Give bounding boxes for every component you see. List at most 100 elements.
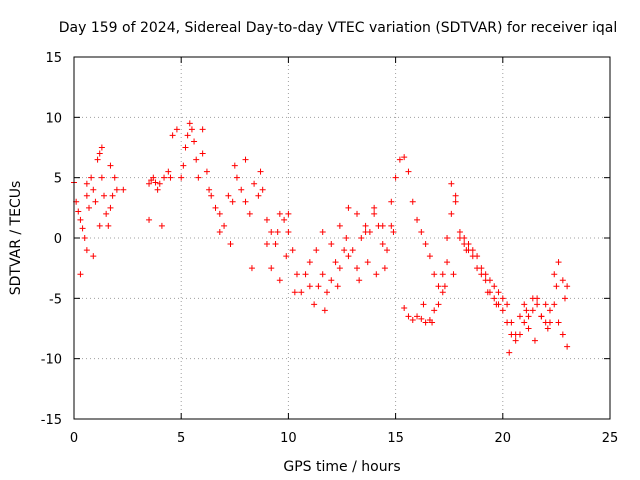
data-point xyxy=(146,216,153,223)
data-point xyxy=(384,247,391,254)
data-point xyxy=(435,301,442,308)
data-point xyxy=(334,283,341,290)
data-point xyxy=(559,277,566,284)
data-point xyxy=(283,253,290,260)
data-point xyxy=(452,192,459,199)
data-point xyxy=(199,126,206,133)
data-point xyxy=(495,289,502,296)
data-point xyxy=(150,174,157,181)
data-point xyxy=(238,186,245,193)
x-axis-label: GPS time / hours xyxy=(283,459,400,475)
data-point xyxy=(463,247,470,254)
data-point xyxy=(341,247,348,254)
x-tick-label: 0 xyxy=(70,431,78,446)
data-point xyxy=(182,144,189,151)
data-point xyxy=(516,331,523,338)
data-point xyxy=(306,283,313,290)
data-point xyxy=(152,179,159,186)
data-point xyxy=(289,247,296,254)
data-point xyxy=(381,265,388,272)
data-point xyxy=(88,174,95,181)
data-point xyxy=(255,192,262,199)
data-point xyxy=(86,204,93,211)
data-point xyxy=(555,259,562,266)
data-point xyxy=(221,222,228,229)
data-point xyxy=(499,295,506,302)
data-point xyxy=(388,222,395,229)
data-point xyxy=(354,265,361,272)
data-point xyxy=(499,307,506,314)
data-point xyxy=(439,271,446,278)
data-point xyxy=(178,174,185,181)
data-point xyxy=(229,198,236,205)
data-point xyxy=(302,271,309,278)
data-point xyxy=(392,174,399,181)
data-point xyxy=(521,319,528,326)
data-point xyxy=(435,283,442,290)
data-point xyxy=(161,174,168,181)
data-point xyxy=(534,301,541,308)
data-point xyxy=(293,271,300,278)
data-point xyxy=(379,241,386,248)
data-point xyxy=(319,271,326,278)
data-point xyxy=(83,180,90,187)
data-point xyxy=(418,315,425,322)
x-tick-label: 10 xyxy=(280,431,297,446)
data-point xyxy=(401,304,408,311)
data-point xyxy=(109,192,116,199)
data-point xyxy=(274,228,281,235)
data-point xyxy=(173,126,180,133)
data-point xyxy=(336,265,343,272)
data-point xyxy=(439,289,446,296)
data-point xyxy=(444,235,451,241)
data-point xyxy=(429,319,436,326)
data-point xyxy=(227,241,234,248)
data-point xyxy=(96,222,103,229)
data-point xyxy=(321,307,328,314)
data-point xyxy=(456,235,463,241)
data-point xyxy=(396,156,403,163)
data-point xyxy=(512,337,519,344)
axis-ticks: 0 5 10 15 20 25 -15 -10 -5 0 5 10 15 xyxy=(41,51,619,446)
data-point xyxy=(401,154,408,161)
data-point xyxy=(448,210,455,217)
data-point xyxy=(184,132,191,139)
data-point xyxy=(225,192,232,199)
data-point xyxy=(388,198,395,205)
data-point xyxy=(469,253,476,260)
data-point xyxy=(409,317,416,324)
data-point xyxy=(362,228,369,235)
data-point xyxy=(551,301,558,308)
data-point xyxy=(285,210,292,217)
y-tick-label: -5 xyxy=(49,292,62,307)
data-point xyxy=(90,253,97,260)
data-point xyxy=(345,253,352,260)
data-point xyxy=(523,307,530,314)
data-point xyxy=(441,283,448,290)
data-point xyxy=(111,174,118,181)
data-point xyxy=(75,208,82,215)
data-point xyxy=(167,174,174,181)
data-point xyxy=(281,216,288,223)
data-point xyxy=(516,313,523,320)
data-point xyxy=(332,259,339,266)
plot-frame xyxy=(73,56,611,420)
y-tick-label: 5 xyxy=(54,172,62,187)
data-point xyxy=(81,235,88,241)
data-point xyxy=(96,150,103,157)
data-point xyxy=(146,180,153,187)
data-point xyxy=(98,144,105,151)
data-point xyxy=(364,259,371,266)
data-point xyxy=(431,271,438,278)
data-point xyxy=(83,247,90,254)
data-point xyxy=(561,295,568,302)
data-point xyxy=(203,168,210,175)
data-point xyxy=(542,319,549,326)
data-point xyxy=(546,307,553,314)
data-point xyxy=(158,222,165,229)
data-point xyxy=(542,301,549,308)
data-point xyxy=(193,156,200,163)
data-point xyxy=(311,301,318,308)
data-point xyxy=(315,283,322,290)
